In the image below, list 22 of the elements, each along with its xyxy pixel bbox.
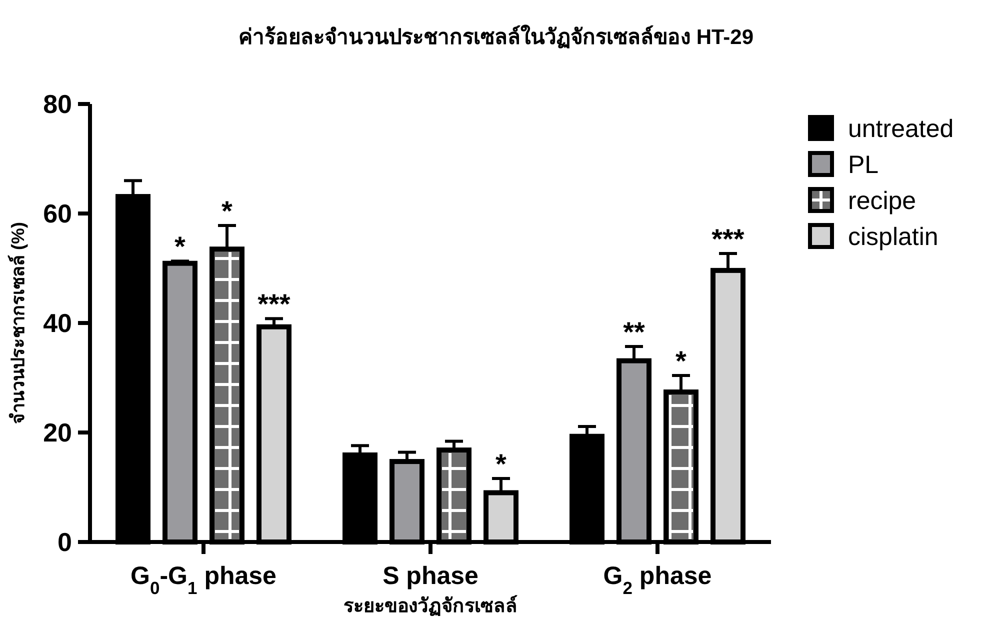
y-axis-title: จำนวนประชากรเซลล์ (%): [7, 222, 28, 424]
data-label: *: [496, 448, 507, 480]
data-label: ***: [712, 223, 744, 254]
x-axis-title: ระยะของวัฏจักรเซลล์: [344, 595, 518, 617]
y-tick-label: 40: [43, 308, 72, 338]
chart-title: ค่าร้อยละจำนวนประชากรเซลล์ในวัฏจักรเซลล์ของ HT-29: [238, 24, 754, 49]
y-tick-label: 20: [43, 418, 72, 448]
data-label: *: [676, 345, 687, 376]
x-tick-label: G$_{0}$-G$_{1}$ phase: [130, 562, 277, 598]
legend-label: recipe: [848, 186, 916, 215]
legend-label: untreated: [848, 114, 954, 143]
data-label: ***: [258, 288, 290, 320]
legend-label: cisplatin: [848, 222, 938, 251]
data-label: *: [222, 195, 233, 226]
x-tick-label: S phase: [382, 562, 479, 590]
data-label: *: [174, 230, 186, 262]
y-tick-label: 60: [43, 198, 72, 229]
y-tick-label: 0: [58, 527, 72, 558]
legend-label: PL: [848, 150, 879, 179]
data-label: **: [623, 316, 645, 348]
y-tick-label: 80: [43, 89, 72, 120]
x-tick-label: G$_{2}$ phase: [603, 562, 712, 598]
